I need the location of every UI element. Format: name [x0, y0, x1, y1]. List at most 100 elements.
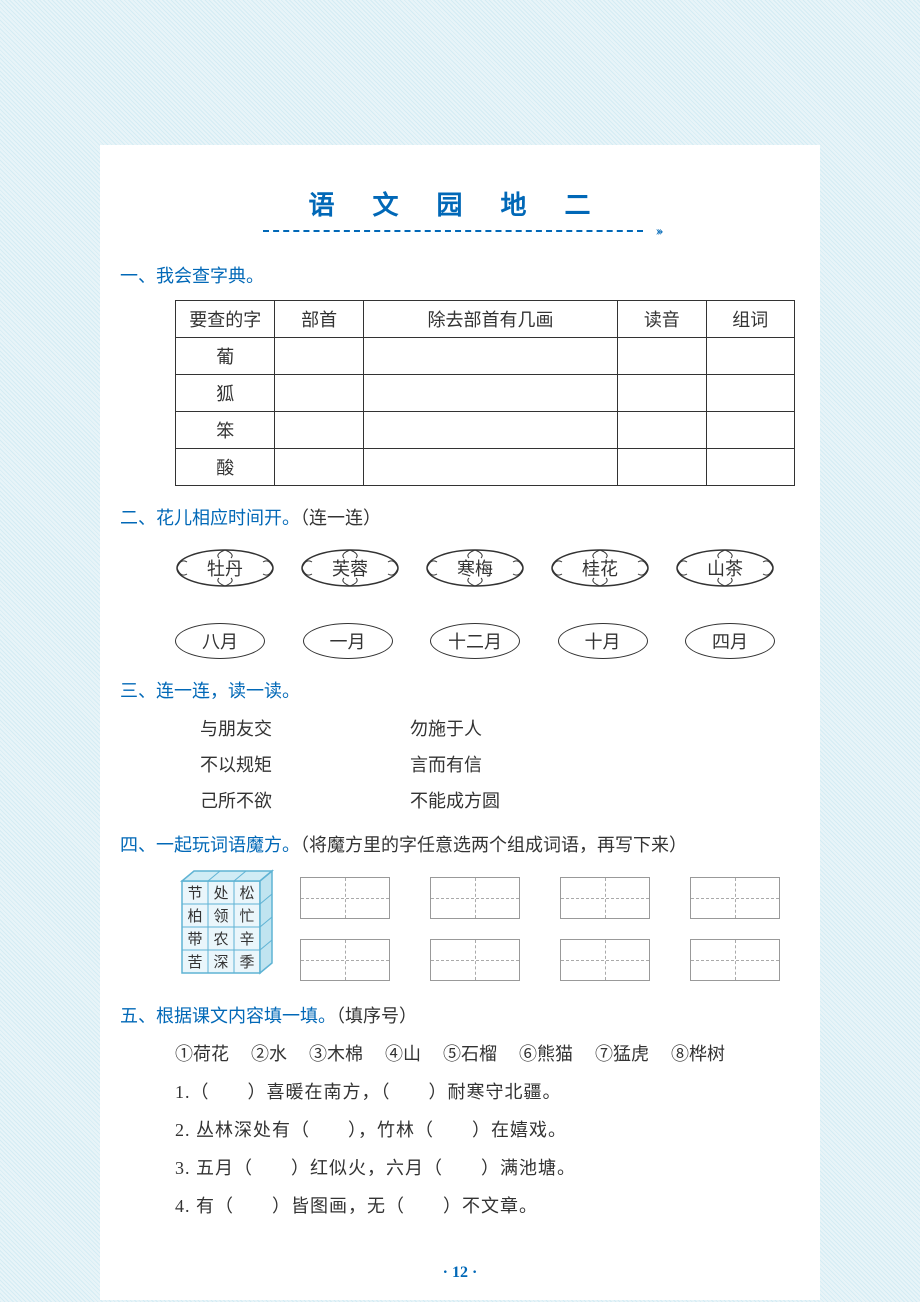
- match-right[interactable]: 不能成方圆: [410, 787, 785, 813]
- write-boxes-row: [300, 877, 780, 919]
- empty-cell[interactable]: [618, 375, 706, 412]
- cube-char: 柏: [182, 904, 208, 927]
- option: ⑤石榴: [443, 1040, 497, 1066]
- title-wrap: 语 文 园 地 二 ›››: [120, 185, 785, 232]
- empty-cell[interactable]: [706, 338, 794, 375]
- month-label: 八月: [202, 628, 238, 654]
- write-box[interactable]: [690, 877, 780, 919]
- section-5-heading: 五、根据课文内容填一填。（填序号）: [120, 1002, 785, 1028]
- arrow-icon: ›››: [656, 224, 661, 240]
- option: ②水: [251, 1040, 287, 1066]
- match-row: 不以规矩 言而有信: [200, 751, 785, 777]
- empty-cell[interactable]: [363, 449, 617, 486]
- match-right[interactable]: 言而有信: [410, 751, 785, 777]
- cube-char: 苦: [182, 950, 208, 973]
- col-header: 要查的字: [176, 301, 275, 338]
- flower-oval[interactable]: 寒梅: [425, 548, 525, 588]
- flower-oval[interactable]: 芙蓉: [300, 548, 400, 588]
- empty-cell[interactable]: [363, 338, 617, 375]
- flower-oval[interactable]: 桂花: [550, 548, 650, 588]
- write-box[interactable]: [430, 877, 520, 919]
- write-box[interactable]: [430, 939, 520, 981]
- month-oval[interactable]: 十月: [558, 623, 648, 659]
- empty-cell[interactable]: [363, 375, 617, 412]
- match-row: 己所不欲 不能成方圆: [200, 787, 785, 813]
- write-box[interactable]: [690, 939, 780, 981]
- empty-cell[interactable]: [618, 338, 706, 375]
- page-background: 语 文 园 地 二 ››› 一、我会查字典。 要查的字 部首 除去部首有几画 读…: [0, 0, 920, 1302]
- empty-cell[interactable]: [275, 449, 363, 486]
- char-cell: 葡: [176, 338, 275, 375]
- match-left[interactable]: 不以规矩: [200, 751, 410, 777]
- col-header: 部首: [275, 301, 363, 338]
- table-row: 葡: [176, 338, 795, 375]
- write-box[interactable]: [560, 877, 650, 919]
- title-underline: ›››: [263, 230, 643, 232]
- fill-line[interactable]: 4. 有（ ）皆图画，无（ ）不文章。: [175, 1192, 785, 1218]
- flower-label: 牡丹: [207, 555, 243, 581]
- option: ⑥熊猫: [519, 1040, 573, 1066]
- cube-char: 深: [208, 950, 234, 973]
- heading-text: 二、花儿相应时间开。: [120, 508, 300, 528]
- month-oval[interactable]: 八月: [175, 623, 265, 659]
- option: ⑦猛虎: [595, 1040, 649, 1066]
- empty-cell[interactable]: [706, 449, 794, 486]
- match-left[interactable]: 己所不欲: [200, 787, 410, 813]
- cube-char: 处: [208, 881, 234, 904]
- month-oval[interactable]: 四月: [685, 623, 775, 659]
- write-box[interactable]: [300, 877, 390, 919]
- heading-sub: （将魔方里的字任意选两个组成词语，再写下来）: [300, 835, 687, 855]
- empty-cell[interactable]: [275, 338, 363, 375]
- flower-oval[interactable]: 山茶: [675, 548, 775, 588]
- flower-label: 山茶: [707, 555, 743, 581]
- word-cube: 节 处 松 柏 领 忙 带 农 辛 苦 深 季: [180, 869, 280, 984]
- table-row: 狐: [176, 375, 795, 412]
- table-row: 酸: [176, 449, 795, 486]
- col-header: 除去部首有几画: [363, 301, 617, 338]
- section-2-heading: 二、花儿相应时间开。（连一连）: [120, 504, 785, 530]
- fill-line[interactable]: 3. 五月（ ）红似火，六月（ ）满池塘。: [175, 1154, 785, 1180]
- empty-cell[interactable]: [706, 412, 794, 449]
- flower-oval[interactable]: 牡丹: [175, 548, 275, 588]
- match-right[interactable]: 勿施于人: [410, 715, 785, 741]
- options-row: ①荷花 ②水 ③木棉 ④山 ⑤石榴 ⑥熊猫 ⑦猛虎 ⑧桦树: [175, 1040, 785, 1066]
- empty-cell[interactable]: [275, 375, 363, 412]
- char-cell: 狐: [176, 375, 275, 412]
- empty-cell[interactable]: [275, 412, 363, 449]
- section-1-heading: 一、我会查字典。: [120, 262, 785, 288]
- option: ④山: [385, 1040, 421, 1066]
- empty-cell[interactable]: [618, 412, 706, 449]
- page-title: 语 文 园 地 二: [120, 185, 785, 222]
- section-3-body: 与朋友交 勿施于人 不以规矩 言而有信 己所不欲 不能成方圆: [200, 715, 785, 813]
- cube-char: 农: [208, 927, 234, 950]
- empty-cell[interactable]: [363, 412, 617, 449]
- empty-cell[interactable]: [618, 449, 706, 486]
- col-header: 组词: [706, 301, 794, 338]
- month-oval[interactable]: 一月: [303, 623, 393, 659]
- cube-char: 辛: [234, 927, 260, 950]
- fill-line[interactable]: 2. 丛林深处有（ ），竹林（ ）在嬉戏。: [175, 1116, 785, 1142]
- flower-label: 桂花: [582, 555, 618, 581]
- char-cell: 笨: [176, 412, 275, 449]
- month-label: 四月: [712, 628, 748, 654]
- heading-text: 五、根据课文内容填一填。: [120, 1006, 336, 1026]
- match-row: 与朋友交 勿施于人: [200, 715, 785, 741]
- write-box[interactable]: [560, 939, 650, 981]
- match-left[interactable]: 与朋友交: [200, 715, 410, 741]
- option: ③木棉: [309, 1040, 363, 1066]
- write-box[interactable]: [300, 939, 390, 981]
- page-number: · 12 ·: [100, 1264, 820, 1282]
- option: ①荷花: [175, 1040, 229, 1066]
- heading-sub: （连一连）: [300, 508, 381, 528]
- table-header-row: 要查的字 部首 除去部首有几画 读音 组词: [176, 301, 795, 338]
- section-5-body: ①荷花 ②水 ③木棉 ④山 ⑤石榴 ⑥熊猫 ⑦猛虎 ⑧桦树 1.（ ）喜暖在南方…: [175, 1040, 785, 1218]
- month-label: 十月: [585, 628, 621, 654]
- col-header: 读音: [618, 301, 706, 338]
- cube-char: 忙: [234, 904, 260, 927]
- month-oval[interactable]: 十二月: [430, 623, 520, 659]
- section-4-heading: 四、一起玩词语魔方。（将魔方里的字任意选两个组成词语，再写下来）: [120, 831, 785, 857]
- write-boxes-row: [300, 939, 780, 981]
- empty-cell[interactable]: [706, 375, 794, 412]
- fill-line[interactable]: 1.（ ）喜暖在南方，（ ）耐寒守北疆。: [175, 1078, 785, 1104]
- month-label: 十二月: [448, 628, 502, 654]
